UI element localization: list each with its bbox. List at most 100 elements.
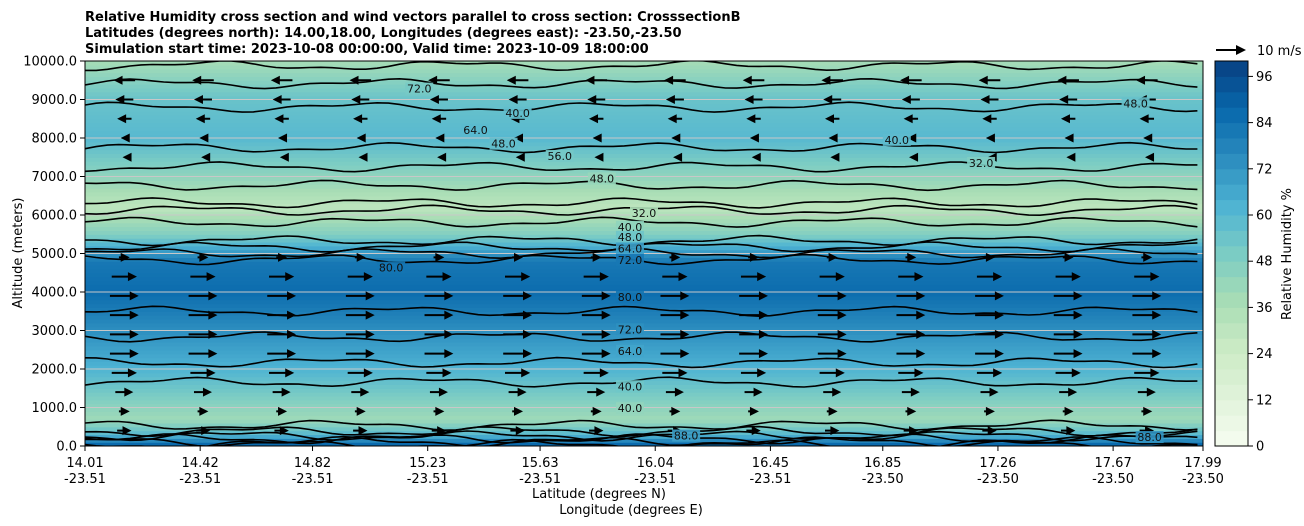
wind-vector-head (1136, 75, 1146, 85)
wind-vector-head (199, 252, 209, 262)
wind-vector-head (830, 152, 840, 162)
wind-vector-head (287, 291, 297, 301)
wind-vector-head (916, 349, 926, 359)
humidity-band (85, 426, 1203, 432)
contour-label-bg (615, 242, 644, 255)
humidity-band (85, 257, 1203, 262)
humidity-band (85, 419, 1203, 424)
wind-vector-head (444, 310, 454, 320)
wind-vector-head (522, 349, 532, 359)
x-tick-label-lat: 17.67 (1095, 456, 1132, 471)
wind-vector-head (909, 152, 919, 162)
humidity-band (85, 334, 1203, 339)
wind-vector-head (272, 95, 282, 104)
contour-labels: 72.064.040.048.056.048.032.040.048.064.0… (377, 82, 1164, 444)
humidity-band (85, 303, 1203, 308)
wind-vector-head (1064, 252, 1074, 262)
wind-vector-head (758, 349, 768, 359)
contour-label-bg (672, 429, 701, 442)
wind-vector-head (671, 133, 681, 143)
humidity-band (85, 295, 1203, 301)
wind-vector-head (835, 272, 845, 282)
humidity-band (85, 365, 1203, 370)
wind-vector-head (828, 252, 838, 262)
wind-vector-head (278, 133, 288, 143)
wind-vector-head (680, 310, 690, 320)
colorbar-segment (1215, 153, 1248, 170)
contour-label: 72.0 (407, 83, 432, 96)
humidity-band (85, 134, 1203, 139)
humidity-band (85, 380, 1203, 385)
wind-vector-head (1143, 133, 1153, 143)
colorbar-segment (1215, 384, 1248, 401)
wind-vector-head (281, 387, 291, 397)
wind-vector-head (678, 272, 688, 282)
wind-vector-head (1143, 252, 1153, 262)
wind-vector-head (127, 272, 137, 282)
contour-label: 64.0 (463, 124, 488, 137)
humidity-band (85, 176, 1203, 181)
wind-vector-head (1139, 114, 1149, 124)
wind-vector-head (521, 368, 531, 378)
wind-vector-head (270, 75, 280, 85)
colorbar-segment (1215, 399, 1248, 416)
wind-vector-head (127, 368, 137, 378)
wind-vector-head (985, 133, 995, 143)
wind-vector-head (208, 349, 218, 359)
wind-vector-head (358, 152, 368, 162)
contour-line (85, 77, 1198, 90)
wind-vector-head (589, 114, 599, 124)
wind-vector-head (442, 368, 452, 378)
wind-vector-head (1143, 406, 1153, 416)
wind-vector-head (365, 349, 375, 359)
wind-vector-head (671, 406, 681, 416)
wind-vector-head (513, 133, 523, 143)
wind-vector-head (837, 329, 847, 339)
colorbar-segment (1215, 292, 1248, 308)
wind-vector-head (744, 95, 754, 104)
contour-label-bg (503, 106, 532, 119)
contour-label-bg (405, 82, 434, 95)
colorbar-tick-label: 60 (1256, 209, 1273, 224)
contour-label-bg (615, 220, 644, 233)
wind-vector-head (994, 291, 1004, 301)
contour-label-bg (1135, 431, 1164, 444)
wind-vector-head (987, 426, 997, 436)
wind-vector-head (985, 406, 995, 416)
wind-vector-head (680, 329, 690, 339)
wind-vector-head (907, 252, 917, 262)
humidity-band (85, 392, 1203, 397)
wind-vector-head (910, 387, 920, 397)
humidity-band (85, 415, 1203, 420)
humidity-band (85, 138, 1203, 143)
x-tick-label-lat: 14.42 (182, 456, 219, 471)
wind-vector-head (122, 152, 132, 162)
contour-label: 64.0 (618, 242, 643, 255)
colorbar-segment (1215, 276, 1248, 293)
contour-label: 32.0 (969, 157, 994, 170)
wind-vector-head (1071, 272, 1081, 282)
contour-label-bg (967, 156, 996, 169)
wind-vector-head (993, 272, 1003, 282)
humidity-band (85, 307, 1203, 312)
humidity-band (85, 111, 1203, 116)
wind-vector-head (521, 272, 531, 282)
wind-vector-head (916, 310, 926, 320)
colorbar-segment (1215, 245, 1248, 262)
wind-vector-head (594, 152, 604, 162)
wind-vector-head (1152, 349, 1162, 359)
colorbar-tick-label: 72 (1256, 162, 1273, 177)
wind-vector-head (903, 114, 913, 124)
colorbar-segment (1215, 353, 1248, 370)
wind-vector-head (437, 426, 447, 436)
wind-vector-head (353, 114, 363, 124)
humidity-band (85, 395, 1203, 401)
wind-vector-head (601, 310, 611, 320)
contour-label-bg (882, 133, 911, 146)
colorbar-segment (1215, 168, 1248, 185)
colorbar-segment (1215, 107, 1248, 124)
quiver-key-label: 10 m/s (1257, 44, 1302, 59)
wind-vector-head (428, 75, 438, 85)
humidity-band (85, 318, 1203, 324)
colorbar-segment (1215, 261, 1248, 278)
